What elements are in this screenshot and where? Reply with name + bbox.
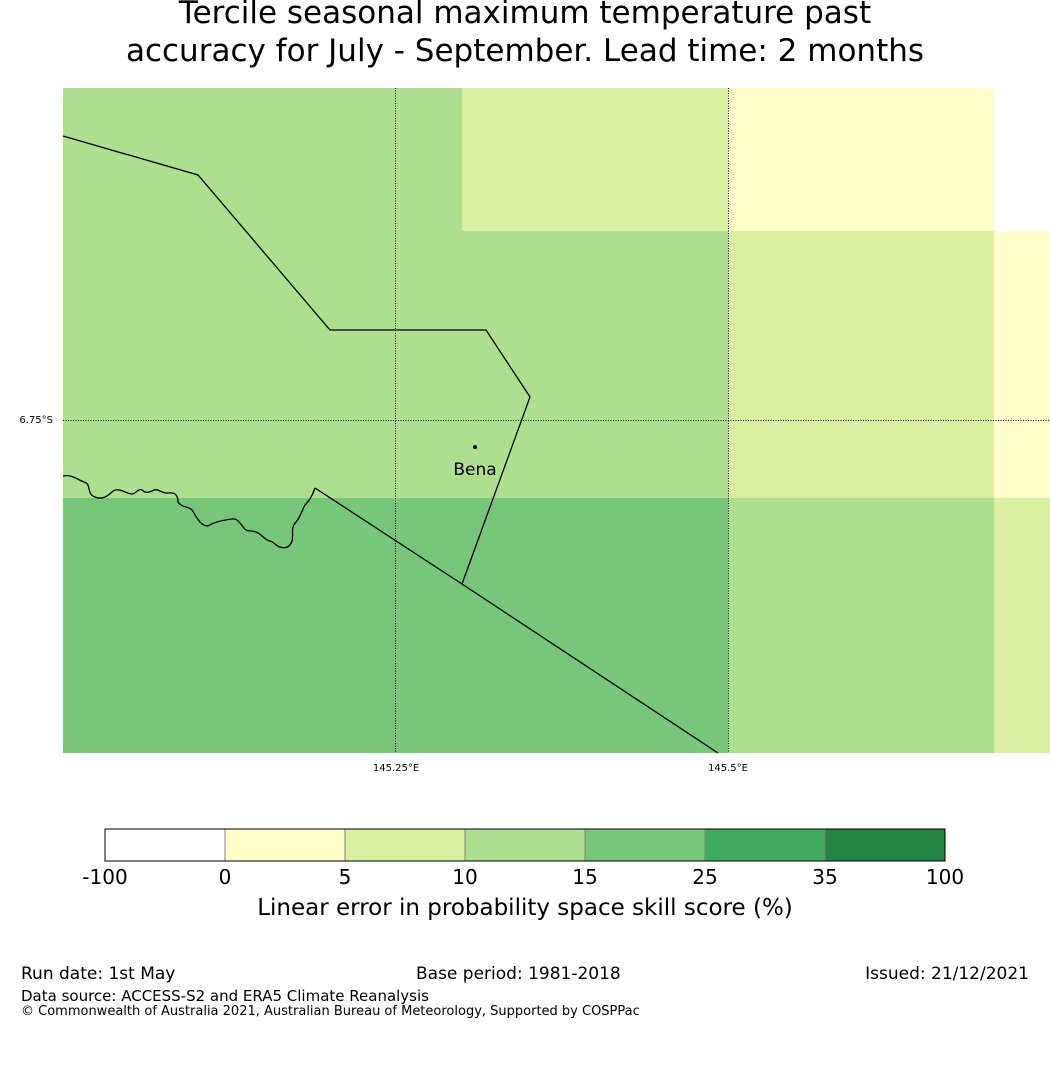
colorbar-segment — [824, 828, 946, 862]
title-line-2: accuracy for July - September. Lead time… — [125, 33, 925, 69]
gridlines — [63, 88, 1050, 753]
grid-cell — [462, 88, 728, 231]
colorbar-tick-label: -100 — [82, 865, 128, 889]
grid-cell — [994, 231, 1050, 498]
grid-cell — [728, 88, 994, 231]
coastline — [62, 474, 316, 549]
colorbar-tick-label: 15 — [572, 865, 598, 889]
colorbar-title: Linear error in probability space skill … — [257, 895, 793, 921]
skill-grid — [63, 88, 1050, 753]
colorbar-tick-label: 0 — [218, 865, 232, 889]
province-boundary — [314, 487, 719, 754]
colorbar-tick-label: 10 — [452, 865, 478, 889]
map-title: Tercile seasonal maximum temperature pas… — [0, 0, 1050, 70]
colorbar-tick-label: 35 — [812, 865, 838, 889]
boundaries — [62, 135, 719, 754]
longitude-label: 145.25°E — [373, 763, 419, 774]
colorbar — [104, 828, 946, 862]
colorbar-segment — [464, 828, 586, 862]
base-period: Base period: 1981-2018 — [416, 964, 621, 984]
town-dot-icon — [473, 445, 477, 449]
colorbar-tick-label: 25 — [692, 865, 718, 889]
grid-cell — [63, 88, 462, 231]
bena-marker: Bena — [453, 445, 497, 480]
grid-cell — [994, 498, 1050, 753]
colorbar-segment — [584, 828, 706, 862]
grid-cell — [728, 498, 994, 753]
colorbar-tick-label: 100 — [925, 865, 965, 889]
title-line-1: Tercile seasonal maximum temperature pas… — [178, 0, 872, 31]
colorbar-segment — [104, 828, 226, 862]
run-date: Run date: 1st May — [21, 964, 176, 984]
town-label: Bena — [453, 460, 496, 480]
axis-labels: 6.75°S 145.25°E 145.5°E — [19, 415, 748, 774]
latitude-label: 6.75°S — [19, 415, 53, 426]
issued-date: Issued: 21/12/2021 — [865, 964, 1029, 984]
colorbar-frame — [104, 828, 946, 862]
colorbar-tick-label: 5 — [338, 865, 352, 889]
province-boundary — [62, 135, 531, 585]
data-source: Data source: ACCESS-S2 and ERA5 Climate … — [21, 987, 429, 1005]
grid-cell — [728, 231, 994, 498]
copyright-notice: © Commonwealth of Australia 2021, Austra… — [21, 1004, 640, 1019]
colorbar-segment — [224, 828, 346, 862]
colorbar-segment — [344, 828, 466, 862]
longitude-label: 145.5°E — [708, 763, 748, 774]
colorbar-segment — [704, 828, 826, 862]
